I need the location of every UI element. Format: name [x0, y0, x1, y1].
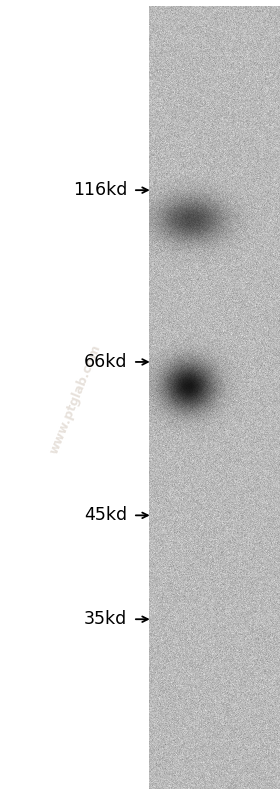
Text: 116kd: 116kd: [73, 181, 127, 199]
Text: 35kd: 35kd: [84, 610, 127, 628]
Text: 66kd: 66kd: [84, 353, 127, 371]
Text: www.ptglab.com: www.ptglab.com: [48, 343, 104, 456]
Text: 45kd: 45kd: [84, 507, 127, 524]
